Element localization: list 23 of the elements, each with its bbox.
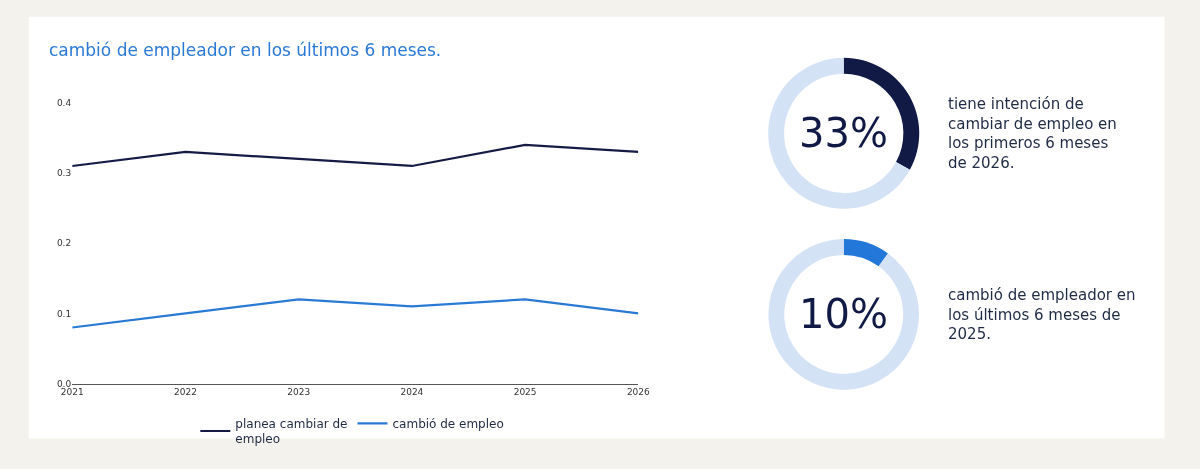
x-tick-label: 2023 bbox=[287, 387, 311, 398]
y-tick-label: 0.3 bbox=[56, 168, 72, 179]
donut-slice bbox=[768, 239, 919, 390]
y-tick-label: 0.4 bbox=[56, 97, 72, 108]
text: tiene intención de cambiar de empleo en los primeros 6 meses de 2026. bbox=[948, 95, 1117, 172]
legend-label: cambió de empleo bbox=[392, 417, 504, 432]
text: cambió de empleador en los últimos 6 meses de 2025. bbox=[948, 286, 1136, 343]
donut-slice bbox=[843, 239, 888, 267]
x-tick-label: 2022 bbox=[173, 387, 197, 398]
y-tick-label: 0.2 bbox=[56, 238, 72, 249]
y-tick-label: 0.1 bbox=[56, 308, 72, 319]
line-series bbox=[72, 298, 639, 329]
x-tick-label: 2024 bbox=[400, 387, 424, 398]
x-tick-label: 2025 bbox=[513, 387, 537, 398]
chart-title: cambió de empleador en los últimos 6 meses. bbox=[49, 40, 442, 60]
text: 33% bbox=[799, 110, 888, 156]
x-tick-label: 2026 bbox=[626, 387, 651, 398]
legend-label: planea cambiar de empleo bbox=[235, 416, 348, 447]
y-tick-label: 0.0 bbox=[56, 378, 72, 389]
text: 10% bbox=[799, 291, 888, 337]
line-series bbox=[72, 143, 639, 168]
x-tick-label: 2021 bbox=[60, 387, 84, 398]
donut-slice bbox=[768, 57, 910, 209]
